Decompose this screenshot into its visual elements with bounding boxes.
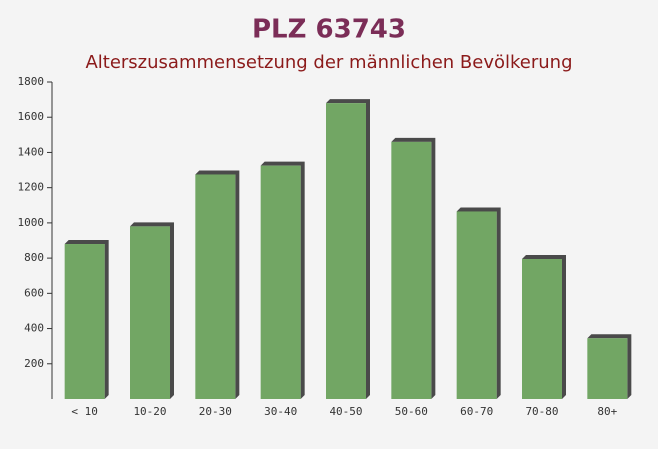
y-tick-label: 1800 xyxy=(18,75,45,88)
chart-subtitle: Alterszusammensetzung der männlichen Bev… xyxy=(85,52,572,73)
chart-title: PLZ 63743 xyxy=(252,15,406,45)
bar xyxy=(130,226,170,399)
x-tick-label: 10-20 xyxy=(133,405,166,418)
x-tick-label: 20-30 xyxy=(199,405,232,418)
y-tick-label: 600 xyxy=(24,286,44,299)
y-tick-label: 1000 xyxy=(18,216,45,229)
y-tick-label: 1400 xyxy=(18,145,45,158)
x-tick-label: 50-60 xyxy=(395,405,428,418)
bar xyxy=(195,174,236,399)
bar xyxy=(64,244,105,399)
x-tick-label: < 10 xyxy=(71,405,98,418)
bar xyxy=(326,103,366,399)
bar xyxy=(587,338,628,399)
x-tick-label: 40-50 xyxy=(329,405,362,418)
bar xyxy=(456,211,497,399)
x-tick-label: 60-70 xyxy=(460,405,493,418)
y-tick-label: 400 xyxy=(24,322,44,335)
bar xyxy=(391,141,432,399)
y-tick-label: 1200 xyxy=(18,181,45,194)
y-tick-label: 800 xyxy=(24,251,44,264)
x-tick-label: 70-80 xyxy=(525,405,558,418)
bar xyxy=(522,258,562,399)
x-tick-label: 30-40 xyxy=(264,405,297,418)
y-tick-label: 200 xyxy=(24,357,44,370)
x-tick-label: 80+ xyxy=(597,405,617,418)
bar xyxy=(260,165,301,399)
y-tick-label: 1600 xyxy=(18,110,45,123)
